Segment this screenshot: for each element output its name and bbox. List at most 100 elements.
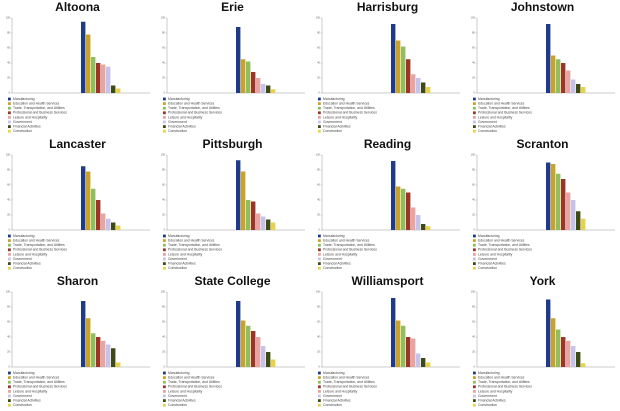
y-tick-label: 20 — [317, 350, 320, 354]
legend-label: Manufacturing — [13, 97, 35, 101]
bar — [396, 186, 401, 230]
legend-swatch — [318, 390, 321, 393]
bar — [391, 161, 396, 230]
bar — [266, 352, 271, 367]
bar — [546, 299, 551, 367]
y-tick-label: 0 — [9, 365, 11, 369]
legend-swatch — [473, 390, 476, 393]
legend-label: Government — [478, 394, 497, 398]
bar — [236, 301, 241, 367]
bar — [396, 320, 401, 367]
legend-swatch — [318, 248, 321, 252]
legend-swatch — [163, 390, 166, 393]
legend-label: Trade, Transportation, and Utilities — [323, 243, 375, 247]
legend-swatch — [8, 376, 11, 379]
y-tick-label: 60 — [472, 320, 475, 324]
legend-label: Government — [478, 120, 497, 124]
bar — [576, 84, 581, 93]
legend-label: Government — [478, 257, 497, 261]
legend-swatch — [163, 403, 166, 407]
legend-label: Professional and Business Services — [478, 248, 532, 252]
legend-label: Trade, Transportation, and Utilities — [323, 380, 375, 384]
legend-label: Construction — [168, 129, 187, 133]
bar — [96, 63, 101, 93]
legend-label: Professional and Business Services — [478, 385, 532, 389]
legend-label: Professional and Business Services — [168, 385, 222, 389]
bar — [111, 222, 116, 230]
y-tick-label: 80 — [162, 168, 165, 172]
y-tick-label: 100 — [316, 290, 321, 294]
legend-label: Construction — [13, 266, 32, 270]
legend-swatch — [473, 125, 476, 128]
bar — [241, 320, 246, 367]
y-tick-label: 0 — [164, 228, 166, 232]
legend-label: Education and Health Services — [323, 238, 370, 242]
legend-label: Government — [323, 120, 342, 124]
legend-label: Government — [323, 257, 342, 261]
bar — [401, 46, 406, 93]
legend-label: Professional and Business Services — [323, 111, 377, 115]
y-tick-label: 0 — [474, 91, 476, 95]
y-tick-label: 40 — [317, 335, 320, 339]
legend-swatch — [318, 403, 321, 407]
bar — [91, 188, 96, 230]
y-tick-label: 20 — [7, 213, 10, 217]
bar — [581, 363, 586, 367]
legend-label: Manufacturing — [13, 371, 35, 375]
legend-swatch — [8, 262, 11, 265]
y-tick-label: 60 — [317, 183, 320, 187]
legend-label: Financial Activities — [323, 398, 351, 402]
legend-swatch — [8, 394, 11, 398]
bar — [241, 59, 246, 93]
y-tick-label: 0 — [164, 365, 166, 369]
y-tick-label: 60 — [162, 320, 165, 324]
legend-label: Professional and Business Services — [323, 385, 377, 389]
legend-label: Education and Health Services — [13, 101, 60, 105]
legend-label: Manufacturing — [323, 371, 345, 375]
bar — [561, 63, 566, 93]
y-tick-label: 0 — [319, 365, 321, 369]
legend-label: Trade, Transportation, and Utilities — [168, 106, 220, 110]
legend-label: Leisure and Hospitality — [13, 389, 48, 393]
legend-label: Manufacturing — [478, 371, 500, 375]
legend-swatch — [163, 120, 166, 124]
bar — [111, 85, 116, 93]
legend-swatch — [473, 262, 476, 265]
bar — [581, 218, 586, 230]
legend-swatch — [473, 394, 476, 398]
legend-swatch — [163, 129, 166, 133]
legend-label: Leisure and Hospitality — [478, 252, 513, 256]
bar — [581, 87, 586, 93]
bar — [261, 84, 266, 93]
legend-label: Construction — [323, 403, 342, 407]
legend-swatch — [8, 380, 11, 384]
bar — [106, 218, 111, 230]
legend-swatch — [8, 97, 11, 101]
bar — [241, 171, 246, 230]
legend-swatch — [318, 116, 321, 119]
y-tick-label: 0 — [474, 365, 476, 369]
legend-label: Financial Activities — [478, 124, 506, 128]
bar — [236, 27, 241, 93]
legend-label: Financial Activities — [323, 124, 351, 128]
y-tick-label: 0 — [474, 228, 476, 232]
legend-swatch — [473, 120, 476, 124]
bar — [96, 200, 101, 230]
y-tick-label: 20 — [7, 350, 10, 354]
legend-label: Government — [168, 394, 187, 398]
y-tick-label: 80 — [162, 31, 165, 35]
bar — [556, 173, 561, 230]
bar — [396, 40, 401, 93]
legend-swatch — [318, 394, 321, 398]
legend-label: Trade, Transportation, and Utilities — [478, 106, 530, 110]
legend-swatch — [163, 239, 166, 242]
legend-swatch — [163, 116, 166, 119]
legend-swatch — [163, 371, 166, 375]
bar — [401, 325, 406, 367]
legend-label: Manufacturing — [168, 371, 190, 375]
bar — [556, 329, 561, 367]
legend-label: Government — [13, 257, 32, 261]
legend-swatch — [473, 253, 476, 256]
y-tick-label: 80 — [7, 305, 10, 309]
